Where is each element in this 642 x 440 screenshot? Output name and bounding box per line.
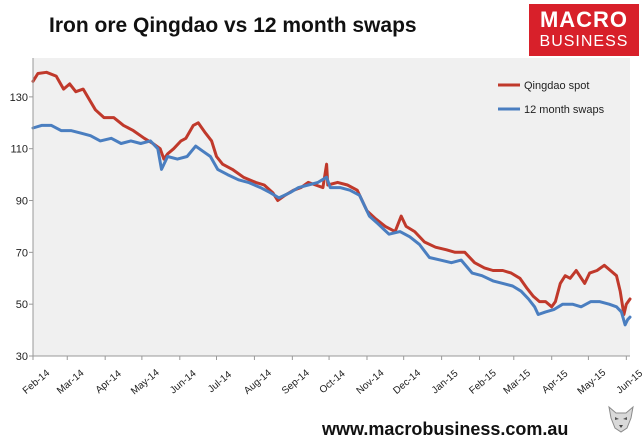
x-tick-label: Dec-14 — [391, 367, 423, 396]
x-tick-label: Jun-15 — [615, 368, 642, 396]
legend-label: Qingdao spot — [524, 80, 589, 92]
x-tick-label: Nov-14 — [355, 367, 387, 396]
y-tick-label: 50 — [16, 299, 28, 311]
y-tick-label: 70 — [16, 247, 28, 259]
x-tick-label: Jul-14 — [206, 369, 234, 395]
legend: Qingdao spot 12 month swaps — [498, 80, 605, 116]
y-tick-label: 110 — [10, 144, 28, 156]
x-ticks: Feb-14 Mar-14 Apr-14 May-14 Jun-14 Jul-14 Aug-… — [21, 356, 642, 397]
y-tick-label: 130 — [10, 92, 28, 104]
x-tick-label: Feb-14 — [21, 368, 53, 397]
x-tick-label: Mar-14 — [55, 368, 87, 397]
x-tick-label: May-15 — [576, 367, 609, 397]
y-tick-label: 30 — [16, 351, 28, 363]
x-tick-label: May-14 — [129, 367, 162, 397]
brand-logo: MACRO BUSINESS — [529, 4, 639, 56]
x-tick-label: Jun-14 — [168, 368, 199, 396]
x-tick-label: Apr-14 — [94, 368, 124, 396]
wolf-icon — [608, 405, 634, 433]
plot-area — [33, 58, 630, 356]
x-tick-label: Jan-15 — [430, 368, 461, 396]
x-tick-label: Feb-15 — [467, 368, 499, 397]
logo-line2: BUSINESS — [539, 33, 629, 50]
series-layer — [31, 70, 632, 327]
x-tick-label: Sep-14 — [280, 367, 312, 396]
x-tick-label: Oct-14 — [318, 368, 348, 396]
series-line-12-month-swaps — [31, 123, 632, 327]
x-tick-label: Apr-15 — [540, 368, 570, 396]
website-url: www.macrobusiness.com.au — [322, 419, 569, 439]
logo-line1: MACRO — [539, 7, 629, 32]
legend-label: 12 month swaps — [524, 104, 605, 116]
x-tick-label: Aug-14 — [242, 367, 274, 396]
y-tick-label: 90 — [16, 196, 28, 208]
y-ticks: 30 50 70 90 110 130 — [10, 92, 33, 363]
x-tick-label: Mar-15 — [502, 368, 534, 397]
chart-title: Iron ore Qingdao vs 12 month swaps — [49, 14, 417, 37]
